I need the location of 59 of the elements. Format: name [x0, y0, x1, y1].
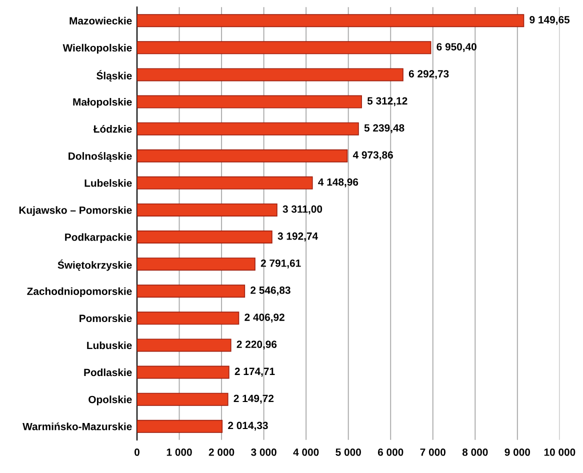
y-tick-label: Małopolskie — [73, 98, 132, 108]
bar — [137, 41, 432, 54]
bar — [137, 230, 272, 244]
data-label: 9 149,65 — [530, 16, 570, 25]
data-label: 2 174,71 — [234, 368, 275, 377]
x-tick-label: 0 — [134, 448, 140, 456]
y-tick-label: Pomorskie — [80, 314, 132, 322]
y-tick-label: Podlaskie — [84, 368, 132, 376]
bar — [137, 312, 240, 325]
bar — [137, 203, 278, 216]
y-tick-label: Zachodniopomorskie — [27, 287, 132, 298]
data-label: 2 014,33 — [228, 422, 268, 431]
bar — [137, 338, 232, 352]
y-tick-label: Śląskie — [96, 70, 132, 82]
bar — [137, 122, 359, 136]
x-tick-label: 4 000 — [293, 448, 319, 456]
y-tick-label: Lubuskie — [87, 341, 132, 350]
data-label: 3 311,00 — [282, 205, 322, 214]
data-label: 3 192,74 — [278, 232, 318, 242]
y-tick-label: Świętokrzyskie — [58, 259, 132, 271]
bar — [137, 149, 348, 162]
data-label: 4 973,86 — [352, 151, 393, 160]
bar — [137, 68, 404, 82]
data-label: 6 950,40 — [436, 43, 476, 52]
y-tick-label: Łódzkie — [93, 124, 132, 133]
bar — [137, 258, 256, 271]
x-tick-label: 6 000 — [378, 448, 404, 456]
y-tick-label: Opolskie — [88, 396, 132, 406]
bar — [137, 176, 313, 190]
data-label: 4 148,96 — [318, 178, 358, 188]
x-tick-label: 1 000 — [166, 448, 192, 456]
bar — [137, 14, 524, 28]
x-tick-label: 3 000 — [251, 448, 276, 456]
y-tick-label: Mazowieckie — [70, 16, 132, 24]
data-label: 2 406,92 — [244, 314, 284, 322]
bar — [137, 366, 230, 379]
x-tick-label: 10 000 — [544, 448, 576, 456]
data-label: 5 239,48 — [364, 124, 404, 134]
x-tick-label: 9 000 — [504, 448, 530, 456]
data-label: 2 546,83 — [250, 286, 290, 296]
data-label: 5 312,12 — [367, 97, 408, 106]
data-label: 6 292,73 — [408, 70, 449, 80]
bar — [137, 420, 223, 433]
y-tick-label: Dolnośląskie — [68, 152, 132, 162]
x-tick-label: 2 000 — [208, 448, 234, 456]
data-label: 2 220,96 — [236, 340, 277, 350]
x-tick-label: 5 000 — [336, 448, 361, 456]
data-label: 2 791,61 — [260, 259, 301, 268]
bar — [137, 284, 246, 298]
y-tick-label: Kujawsko – Pomorskie — [19, 206, 132, 216]
x-tick-label: 8 000 — [462, 448, 488, 456]
y-tick-label: Lubelskie — [84, 179, 132, 187]
y-tick-label: Wielkopolskie — [62, 44, 132, 54]
y-tick-label: Podkarpackie — [65, 233, 132, 243]
bar — [137, 95, 362, 108]
data-label: 2 149,72 — [234, 394, 274, 404]
bar — [137, 392, 228, 406]
x-tick-label: 7 000 — [420, 448, 446, 456]
y-tick-label: Warmińsko-Mazurskie — [22, 422, 132, 430]
